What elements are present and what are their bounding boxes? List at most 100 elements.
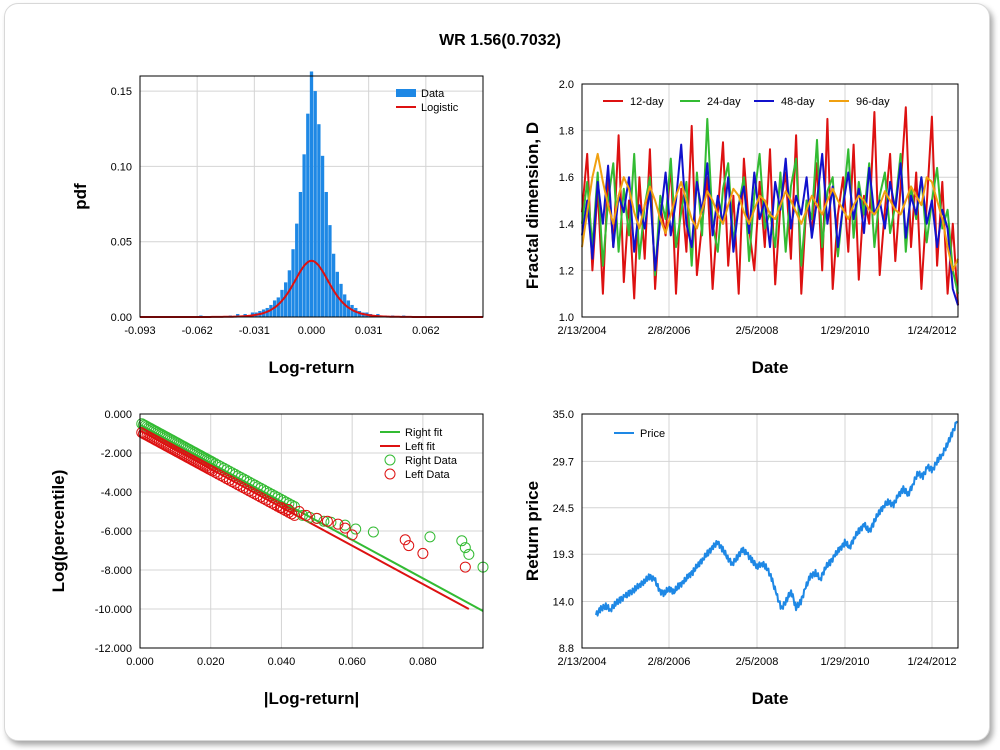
tail-left-data-point bbox=[209, 466, 221, 478]
price-y-tick-label: 35.0 bbox=[553, 409, 574, 421]
tail-right-data-point bbox=[463, 548, 475, 560]
fractal-y-tick-label: 2.0 bbox=[559, 79, 574, 91]
price-chart: 2/13/2004 2/8/2006 2/5/2008 1/29/2010 1/24/2… bbox=[523, 409, 959, 708]
tail-left-data-point bbox=[206, 465, 218, 477]
tail-left-data-point bbox=[226, 476, 238, 488]
tail-x-tick-label: 0.020 bbox=[197, 656, 225, 668]
tail-left-data-point bbox=[215, 469, 227, 481]
pdf-x-tick-label: -0.093 bbox=[124, 325, 155, 337]
pdf-y-tick-label: 0.00 bbox=[111, 312, 132, 324]
fractal-x-tick-label: 1/29/2010 bbox=[821, 325, 870, 337]
pdf-bar bbox=[295, 223, 299, 317]
price-y-tick-label: 14.0 bbox=[553, 597, 574, 609]
price-legend-label: Price bbox=[640, 428, 665, 440]
fractal-dimension-chart: 2/13/2004 2/8/2006 2/5/2008 1/29/2010 1/24/2… bbox=[523, 79, 959, 377]
pdf-bar bbox=[280, 289, 284, 317]
tail-left-data-point bbox=[277, 503, 289, 515]
tail-y-tick-label: -8.000 bbox=[101, 565, 132, 577]
pdf-bar bbox=[313, 91, 317, 317]
pdf-x-tick-label: 0.062 bbox=[412, 325, 440, 337]
pdf-y-tick-label: 0.15 bbox=[111, 86, 132, 98]
price-y-tick-label: 24.5 bbox=[553, 503, 574, 515]
fractal-y-tick-label: 1.0 bbox=[559, 312, 574, 324]
pdf-x-tick-label: 0.000 bbox=[298, 325, 326, 337]
price-x-axis-title: Date bbox=[752, 689, 789, 708]
tail-right-data-point bbox=[297, 509, 309, 521]
tail-left-data-point bbox=[269, 499, 281, 511]
pdf-bar bbox=[328, 225, 332, 317]
pdf-bar bbox=[287, 270, 292, 317]
tail-left-data-point bbox=[243, 485, 255, 497]
pdf-legend-data-label: Data bbox=[421, 88, 445, 100]
tail-left-data-point bbox=[246, 486, 258, 498]
fractal-x-tick-label: 2/8/2006 bbox=[648, 325, 691, 337]
tail-y-tick-label: -4.000 bbox=[101, 487, 132, 499]
fractal-y-tick-label: 1.6 bbox=[559, 172, 574, 184]
tail-legend-left-fit-label: Left fit bbox=[405, 441, 435, 453]
tail-right-data-point bbox=[350, 523, 362, 535]
tail-left-data-point bbox=[321, 515, 333, 527]
pdf-y-axis-title: pdf bbox=[71, 183, 90, 210]
pdf-x-tick-label: -0.062 bbox=[182, 325, 213, 337]
tail-right-data-point bbox=[325, 516, 337, 528]
tail-x-tick-label: 0.040 bbox=[268, 656, 296, 668]
tail-left-data-point bbox=[249, 488, 261, 500]
fractal-legend-label-12-day: 12-day bbox=[630, 96, 664, 108]
tail-left-data-point bbox=[283, 504, 295, 516]
tail-left-data-point bbox=[212, 468, 224, 480]
tail-left-data-point bbox=[218, 471, 230, 483]
price-plot-frame bbox=[581, 413, 959, 649]
tail-right-data-point bbox=[367, 526, 379, 538]
fractal-x-tick-label: 2/5/2008 bbox=[736, 325, 779, 337]
price-x-tick-label: 2/5/2008 bbox=[736, 656, 779, 668]
tail-legend-right-data-label: Right Data bbox=[405, 455, 458, 467]
fractal-legend-label-24-day: 24-day bbox=[707, 96, 741, 108]
tail-left-data-point bbox=[417, 547, 429, 559]
tail-right-data-point bbox=[339, 519, 351, 531]
tail-x-tick-label: 0.060 bbox=[338, 656, 366, 668]
tail-chart: 0.000 0.020 0.040 0.060 0.080 0.000 -2.000 -4.0… bbox=[49, 409, 489, 708]
tail-left-data-point bbox=[293, 506, 305, 517]
figure-title: WR 1.56(0.7032) bbox=[439, 32, 561, 49]
tail-left-data-point bbox=[235, 480, 247, 492]
price-x-tick-label: 2/13/2004 bbox=[558, 656, 607, 668]
tail-legend-right-fit-label: Right fit bbox=[405, 427, 442, 439]
pdf-bar bbox=[298, 191, 303, 317]
fractal-y-axis-title: Fractal dimension, D bbox=[523, 122, 542, 289]
tail-left-data-point bbox=[403, 540, 415, 552]
tail-right-data-point bbox=[424, 531, 436, 543]
pdf-bar bbox=[276, 297, 280, 317]
tail-left-data-point bbox=[346, 529, 358, 541]
tail-left-data-point bbox=[255, 491, 267, 503]
tail-right-data-point bbox=[459, 542, 471, 554]
fractal-plot-frame bbox=[581, 83, 959, 318]
pdf-bar bbox=[324, 191, 328, 317]
tail-left-data-point bbox=[240, 483, 252, 495]
fractal-x-tick-label: 1/24/2012 bbox=[908, 325, 957, 337]
tail-x-tick-label: 0.000 bbox=[126, 656, 154, 668]
tail-right-data-point bbox=[456, 535, 468, 547]
tail-left-data-point bbox=[221, 473, 233, 485]
tail-legend-right-data-swatch bbox=[384, 454, 396, 466]
tail-y-tick-label: -10.000 bbox=[95, 604, 132, 616]
fractal-legend-label-48-day: 48-day bbox=[781, 96, 815, 108]
price-y-axis-title: Return price bbox=[523, 481, 542, 581]
price-y-tick-label: 8.8 bbox=[559, 643, 574, 655]
tail-left-data-point bbox=[332, 518, 344, 530]
pdf-y-tick-label: 0.05 bbox=[111, 237, 132, 249]
pdf-bar bbox=[236, 313, 240, 317]
tail-right-data-point bbox=[318, 515, 330, 527]
pdf-bar bbox=[306, 113, 310, 317]
pdf-x-axis-title: Log-return bbox=[269, 358, 355, 377]
figure-card bbox=[4, 3, 990, 741]
tail-left-data-point bbox=[275, 502, 287, 514]
fractal-y-tick-label: 1.8 bbox=[559, 126, 574, 138]
fractal-x-tick-label: 2/13/2004 bbox=[558, 325, 607, 337]
pdf-x-tick-label: -0.031 bbox=[239, 325, 270, 337]
tail-left-data-point bbox=[229, 477, 241, 489]
tail-left-data-point bbox=[339, 522, 351, 534]
pdf-legend-logistic-label: Logistic bbox=[421, 102, 459, 114]
tail-left-data-point bbox=[311, 512, 323, 524]
price-x-tick-label: 1/24/2012 bbox=[908, 656, 957, 668]
